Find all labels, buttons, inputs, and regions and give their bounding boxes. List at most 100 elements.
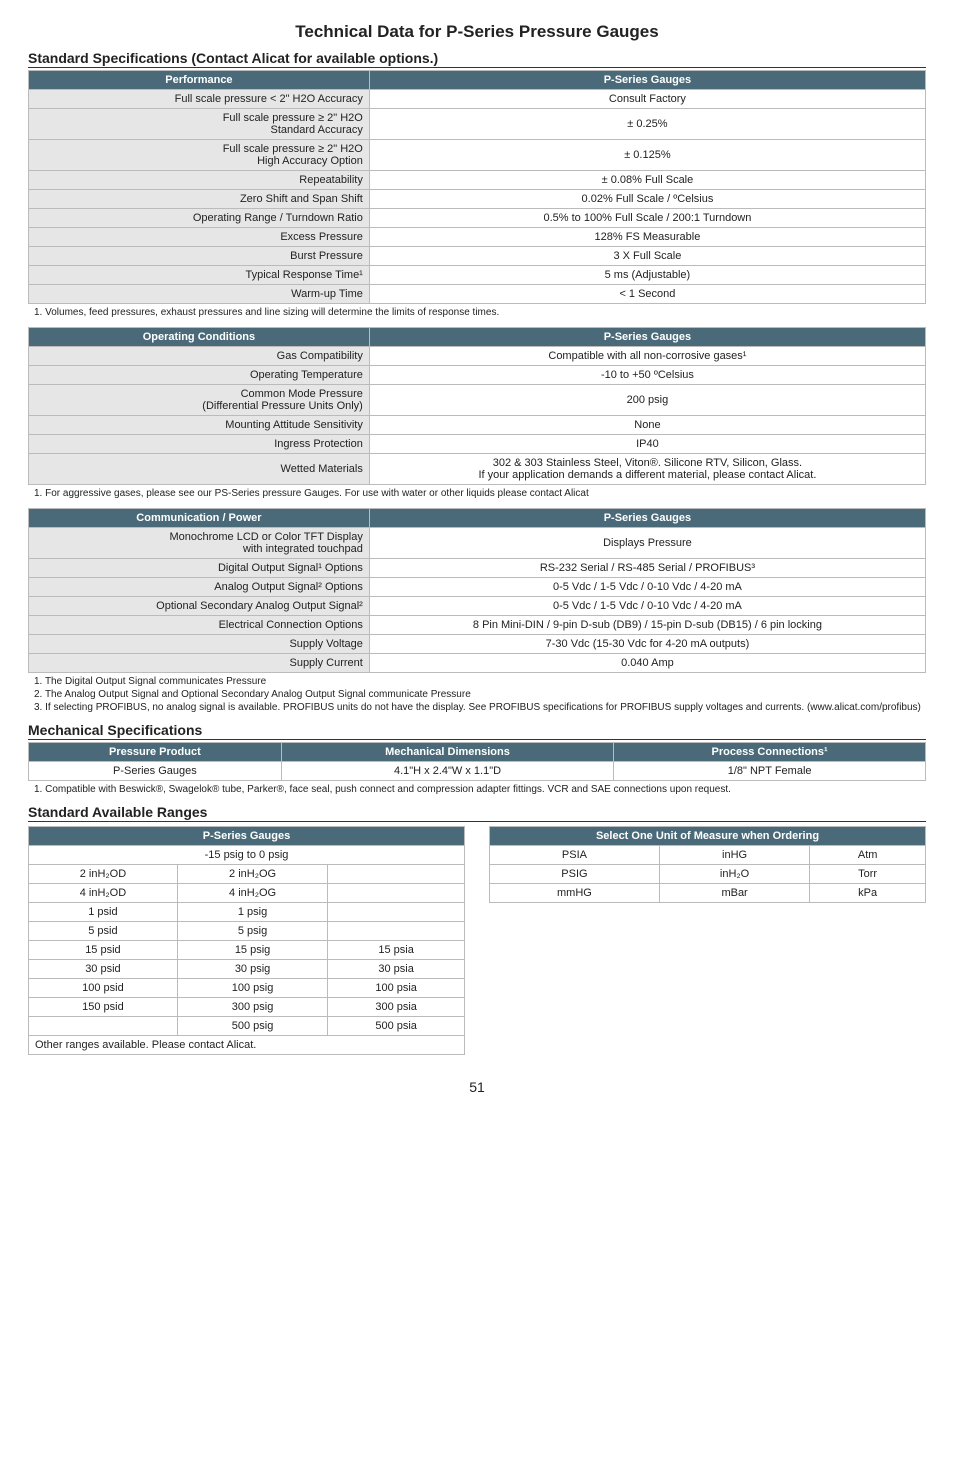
cell: 4.1"H x 2.4"W x 1.1"D bbox=[281, 762, 613, 781]
col-oper: Operating Conditions bbox=[29, 328, 370, 347]
units-table: Select One Unit of Measure when Ordering… bbox=[489, 826, 926, 903]
cell: Torr bbox=[810, 865, 926, 884]
table-row: Supply Voltage7-30 Vdc (15-30 Vdc for 4-… bbox=[29, 635, 926, 654]
row-label: Gas Compatibility bbox=[29, 347, 370, 366]
row-value: -10 to +50 ºCelsius bbox=[369, 366, 925, 385]
row-value: 0-5 Vdc / 1-5 Vdc / 0-10 Vdc / 4-20 mA bbox=[369, 597, 925, 616]
cell: 15 psia bbox=[328, 941, 465, 960]
table-row: Analog Output Signal² Options0-5 Vdc / 1… bbox=[29, 578, 926, 597]
units-head: Select One Unit of Measure when Ordering bbox=[490, 827, 926, 846]
row-label: Digital Output Signal¹ Options bbox=[29, 559, 370, 578]
cell: 1 psid bbox=[29, 903, 178, 922]
cell: 4 inH₂OD bbox=[29, 884, 178, 903]
row-label: Supply Current bbox=[29, 654, 370, 673]
table-row: Operating Range / Turndown Ratio0.5% to … bbox=[29, 209, 926, 228]
table-row: 1 psid1 psig bbox=[29, 903, 465, 922]
cell: 15 psid bbox=[29, 941, 178, 960]
table-row: Digital Output Signal¹ OptionsRS-232 Ser… bbox=[29, 559, 926, 578]
row-label: Supply Voltage bbox=[29, 635, 370, 654]
col-pseries: P-Series Gauges bbox=[369, 328, 925, 347]
footnote-line: 3. If selecting PROFIBUS, no analog sign… bbox=[34, 701, 926, 714]
cell bbox=[328, 884, 465, 903]
cell: 100 psig bbox=[177, 979, 327, 998]
row-label: Excess Pressure bbox=[29, 228, 370, 247]
table-row: 15 psid15 psig15 psia bbox=[29, 941, 465, 960]
footnote-line: 2. The Analog Output Signal and Optional… bbox=[34, 688, 926, 701]
mech-heading: Mechanical Specifications bbox=[28, 722, 926, 740]
table-row: Supply Current0.040 Amp bbox=[29, 654, 926, 673]
cell: 100 psia bbox=[328, 979, 465, 998]
table-row: Mounting Attitude SensitivityNone bbox=[29, 416, 926, 435]
page-title: Technical Data for P-Series Pressure Gau… bbox=[28, 22, 926, 42]
row-label: Warm-up Time bbox=[29, 285, 370, 304]
row-label: Ingress Protection bbox=[29, 435, 370, 454]
row-value: Compatible with all non-corrosive gases¹ bbox=[369, 347, 925, 366]
cell: 30 psig bbox=[177, 960, 327, 979]
cell: 2 inH₂OG bbox=[177, 865, 327, 884]
row-value: ± 0.25% bbox=[369, 109, 925, 140]
row-label: Full scale pressure ≥ 2" H2OHigh Accurac… bbox=[29, 140, 370, 171]
performance-table: Performance P-Series Gauges Full scale p… bbox=[28, 70, 926, 304]
row-value: 302 & 303 Stainless Steel, Viton®. Silic… bbox=[369, 454, 925, 485]
table-row: Excess Pressure128% FS Measurable bbox=[29, 228, 926, 247]
spec-heading: Standard Specifications (Contact Alicat … bbox=[28, 50, 926, 68]
table-row: 100 psid100 psig100 psia bbox=[29, 979, 465, 998]
cell: 500 psig bbox=[177, 1017, 327, 1036]
row-value: 5 ms (Adjustable) bbox=[369, 266, 925, 285]
row-label: Operating Temperature bbox=[29, 366, 370, 385]
table-row: 4 inH₂OD4 inH₂OG bbox=[29, 884, 465, 903]
row-label: Optional Secondary Analog Output Signal² bbox=[29, 597, 370, 616]
table-row: Ingress ProtectionIP40 bbox=[29, 435, 926, 454]
row-value: None bbox=[369, 416, 925, 435]
row-label: Analog Output Signal² Options bbox=[29, 578, 370, 597]
col-pseries: P-Series Gauges bbox=[369, 509, 925, 528]
cell: Atm bbox=[810, 846, 926, 865]
table-row: Common Mode Pressure(Differential Pressu… bbox=[29, 385, 926, 416]
row-value: Displays Pressure bbox=[369, 528, 925, 559]
cell: inH₂O bbox=[659, 865, 809, 884]
row-label: Mounting Attitude Sensitivity bbox=[29, 416, 370, 435]
table-row: Operating Temperature-10 to +50 ºCelsius bbox=[29, 366, 926, 385]
table-row: 5 psid5 psig bbox=[29, 922, 465, 941]
row-value: ± 0.08% Full Scale bbox=[369, 171, 925, 190]
ranges-head: P-Series Gauges bbox=[29, 827, 465, 846]
cell: 150 psid bbox=[29, 998, 178, 1017]
row-value: 0.02% Full Scale / ºCelsius bbox=[369, 190, 925, 209]
table-row: Zero Shift and Span Shift0.02% Full Scal… bbox=[29, 190, 926, 209]
table-row: Electrical Connection Options8 Pin Mini-… bbox=[29, 616, 926, 635]
table-row: Monochrome LCD or Color TFT Displaywith … bbox=[29, 528, 926, 559]
row-value: 0-5 Vdc / 1-5 Vdc / 0-10 Vdc / 4-20 mA bbox=[369, 578, 925, 597]
row-value: 7-30 Vdc (15-30 Vdc for 4-20 mA outputs) bbox=[369, 635, 925, 654]
cell: kPa bbox=[810, 884, 926, 903]
col-product: Pressure Product bbox=[29, 743, 282, 762]
row-value: Consult Factory bbox=[369, 90, 925, 109]
row-value: 200 psig bbox=[369, 385, 925, 416]
row-value: 128% FS Measurable bbox=[369, 228, 925, 247]
table-row: Wetted Materials302 & 303 Stainless Stee… bbox=[29, 454, 926, 485]
cell: 1 psig bbox=[177, 903, 327, 922]
table-row: Repeatability± 0.08% Full Scale bbox=[29, 171, 926, 190]
table-row: Gas CompatibilityCompatible with all non… bbox=[29, 347, 926, 366]
table-row: Typical Response Time¹5 ms (Adjustable) bbox=[29, 266, 926, 285]
table-row: Full scale pressure ≥ 2" H2OHigh Accurac… bbox=[29, 140, 926, 171]
row-value: 0.040 Amp bbox=[369, 654, 925, 673]
cell: mBar bbox=[659, 884, 809, 903]
cell: 500 psia bbox=[328, 1017, 465, 1036]
comm-footnotes: 1. The Digital Output Signal communicate… bbox=[34, 675, 926, 714]
ranges-heading: Standard Available Ranges bbox=[28, 804, 926, 822]
table-row: mmHGmBarkPa bbox=[490, 884, 926, 903]
ranges-footer: Other ranges available. Please contact A… bbox=[29, 1036, 465, 1055]
col-dims: Mechanical Dimensions bbox=[281, 743, 613, 762]
table-row: Optional Secondary Analog Output Signal²… bbox=[29, 597, 926, 616]
row-label: Full scale pressure < 2" H2O Accuracy bbox=[29, 90, 370, 109]
row-value: 3 X Full Scale bbox=[369, 247, 925, 266]
table-row: PSIAinHGAtm bbox=[490, 846, 926, 865]
cell: 1/8" NPT Female bbox=[614, 762, 926, 781]
cell: P-Series Gauges bbox=[29, 762, 282, 781]
cell: 2 inH₂OD bbox=[29, 865, 178, 884]
operating-table: Operating Conditions P-Series Gauges Gas… bbox=[28, 327, 926, 485]
cell: 15 psig bbox=[177, 941, 327, 960]
table-row: PSIGinH₂OTorr bbox=[490, 865, 926, 884]
cell: mmHG bbox=[490, 884, 660, 903]
row-label: Wetted Materials bbox=[29, 454, 370, 485]
